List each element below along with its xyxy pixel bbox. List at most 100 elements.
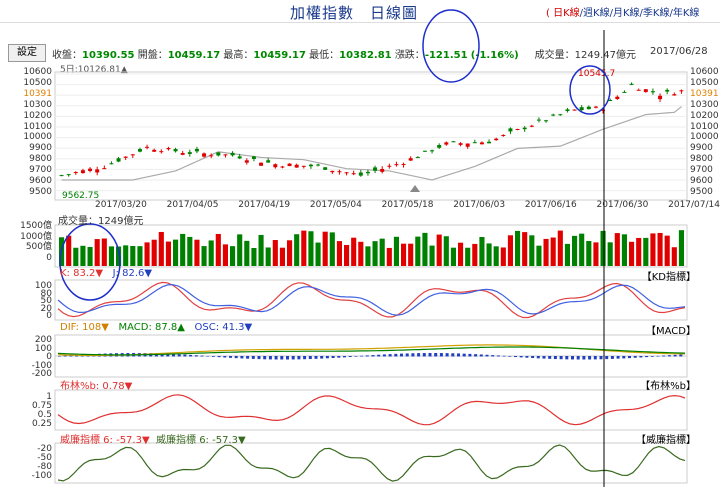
- candle-body: [515, 128, 520, 130]
- y-tick: 10100: [690, 121, 719, 132]
- candle-body: [465, 143, 470, 147]
- osc-bar: [673, 354, 677, 357]
- volume-bar: [265, 247, 271, 266]
- y-tick: -50: [37, 453, 52, 463]
- x-tick: 2017/04/05: [166, 200, 219, 210]
- marker-triangle-icon[interactable]: [410, 185, 420, 192]
- y-tick: 0.25: [31, 419, 52, 429]
- candle-body: [166, 148, 171, 150]
- boll-tag: 【布林%b】: [640, 381, 696, 392]
- candle-body: [665, 89, 670, 92]
- osc-bar: [422, 353, 426, 357]
- volume-bar: [650, 233, 656, 266]
- kd-frame: [54, 279, 688, 321]
- osc-bar: [434, 353, 438, 357]
- main-y-axis-left: 10600 10500 10391 10300 10200 10100 1000…: [0, 67, 52, 198]
- candle-body: [259, 162, 264, 166]
- volume-bar: [287, 240, 293, 266]
- x-tick: 2017/06/03: [453, 200, 506, 210]
- volume-bar: [80, 245, 86, 266]
- candle-body: [287, 163, 292, 167]
- candle-body: [237, 156, 242, 159]
- candle-body: [373, 167, 378, 171]
- osc-bar: [229, 356, 232, 358]
- volume-bar: [237, 234, 243, 266]
- period-weekly-link[interactable]: 週K線: [583, 8, 610, 19]
- osc-bar: [439, 353, 443, 357]
- osc-bar: [189, 354, 193, 357]
- volume-bar: [173, 239, 179, 266]
- volume-bar: [108, 246, 114, 266]
- volume-bar: [294, 234, 300, 266]
- volume-bar: [87, 246, 93, 266]
- y-tick: 10600: [23, 67, 52, 77]
- close-value: 10390.55: [82, 50, 135, 61]
- osc-bar: [679, 354, 683, 357]
- osc-bar: [400, 353, 403, 357]
- volume-bar: [308, 231, 314, 266]
- period-yearly-link[interactable]: 年K線: [672, 8, 700, 19]
- osc-bar: [325, 356, 329, 359]
- volume-bar: [671, 247, 677, 266]
- candle-body: [173, 149, 178, 152]
- volume-bar: [344, 244, 350, 266]
- period-monthly-link[interactable]: 月K線: [612, 8, 640, 19]
- osc-bar: [69, 355, 73, 357]
- volume-bar: [479, 237, 485, 266]
- volume-bar: [493, 246, 499, 266]
- settings-button[interactable]: 設定: [8, 44, 46, 62]
- volume-bar: [572, 235, 578, 266]
- volume-bar: [358, 241, 364, 266]
- osc-bar: [610, 356, 614, 359]
- annotation-circle: [569, 65, 611, 115]
- candle-body: [479, 142, 484, 145]
- period-daily-link[interactable]: ( 日K線: [546, 8, 580, 19]
- osc-bar: [542, 356, 546, 359]
- osc-bar: [628, 356, 631, 359]
- volume-bar: [486, 243, 492, 266]
- kd-tag: 【KD指標】: [641, 272, 696, 283]
- x-tick: 2017/05/04: [309, 200, 362, 210]
- y-tick: 10100: [23, 121, 52, 132]
- volume-bar: [187, 236, 193, 266]
- volume-bar: [422, 232, 428, 266]
- high-value: 10459.17: [253, 50, 306, 61]
- osc-bar: [337, 356, 341, 358]
- boll-frame: [54, 389, 688, 431]
- candle-body: [394, 164, 399, 166]
- volume-bar: [657, 232, 663, 266]
- osc-bar: [308, 356, 312, 360]
- boll-legend: 布林%b: 0.78▼: [60, 381, 133, 392]
- y-tick: 10200: [23, 110, 52, 121]
- osc-bar: [200, 355, 204, 357]
- candle-body: [679, 90, 684, 92]
- open-value: 10459.17: [167, 50, 221, 61]
- osc-bar: [371, 355, 375, 357]
- macd-line: [57, 346, 686, 356]
- volume-bar: [436, 234, 442, 266]
- macd-tag: 【MACD】: [646, 326, 696, 337]
- candle-body: [622, 91, 627, 93]
- volume-bar: [593, 242, 599, 266]
- candle-body: [123, 156, 128, 158]
- volume-panel-label: 成交量：1249億元: [58, 216, 144, 227]
- candle-body: [615, 96, 620, 100]
- y-tick: 10500: [690, 77, 719, 88]
- candle-body: [273, 164, 278, 168]
- osc-bar: [599, 356, 603, 360]
- x-tick: 2017/06/16: [524, 200, 577, 210]
- candle-body: [422, 150, 427, 152]
- osc-bar: [514, 356, 517, 358]
- osc-bar: [223, 356, 227, 358]
- volume-bar: [272, 240, 278, 266]
- x-tick: 2017/03/20: [95, 200, 147, 210]
- period-quarterly-link[interactable]: 季K線: [642, 8, 670, 19]
- volume-y-axis: 1500億 1000億 500億 0: [0, 221, 52, 263]
- y-tick: 10000: [690, 132, 719, 143]
- candle-body: [202, 153, 207, 157]
- candle-body: [73, 172, 78, 174]
- osc-bar: [502, 355, 506, 357]
- quote-date: 2017/06/28: [650, 46, 708, 57]
- y-tick: 10600: [690, 67, 719, 77]
